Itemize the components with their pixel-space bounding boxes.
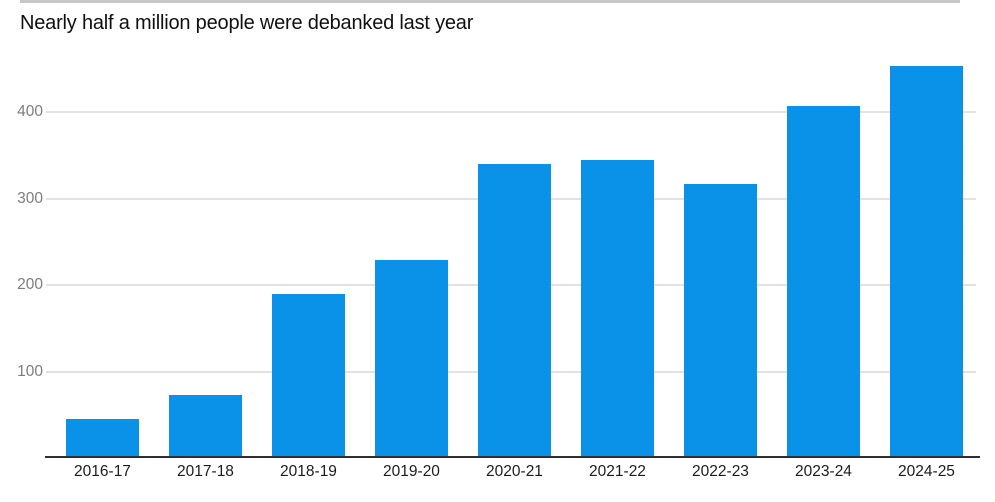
y-axis-tick-label: 300 bbox=[17, 189, 43, 207]
x-axis-label-2020-21: 2020-21 bbox=[486, 463, 543, 480]
x-axis-label-2018-19: 2018-19 bbox=[280, 463, 337, 480]
bar-2020-21 bbox=[478, 163, 551, 458]
top-divider bbox=[20, 0, 960, 3]
bar-2016-17 bbox=[66, 419, 139, 458]
x-axis-label-2017-18: 2017-18 bbox=[177, 463, 234, 480]
chart-title: Nearly half a million people were debank… bbox=[20, 12, 474, 34]
y-axis-tick-label: 100 bbox=[17, 362, 43, 380]
bar-2022-23 bbox=[684, 183, 757, 458]
bar-2021-22 bbox=[581, 160, 654, 458]
gridline-400 bbox=[46, 111, 976, 113]
bar-2017-18 bbox=[169, 394, 242, 458]
x-axis-label-2019-20: 2019-20 bbox=[383, 463, 440, 480]
x-axis-label-2023-24: 2023-24 bbox=[795, 463, 852, 480]
bar-2023-24 bbox=[787, 105, 860, 458]
y-axis-tick-label: 200 bbox=[17, 276, 43, 293]
x-axis-label-2022-23: 2022-23 bbox=[692, 463, 749, 480]
x-axis-label-2016-17: 2016-17 bbox=[74, 463, 131, 480]
x-axis-label-2024-25: 2024-25 bbox=[898, 463, 955, 480]
x-axis-line bbox=[45, 456, 980, 458]
x-axis-label-2021-22: 2021-22 bbox=[589, 463, 646, 480]
bar-2018-19 bbox=[272, 293, 345, 458]
bar-2024-25 bbox=[890, 66, 963, 458]
y-axis-tick-label: 400 bbox=[17, 103, 43, 120]
bar-2019-20 bbox=[375, 259, 448, 458]
